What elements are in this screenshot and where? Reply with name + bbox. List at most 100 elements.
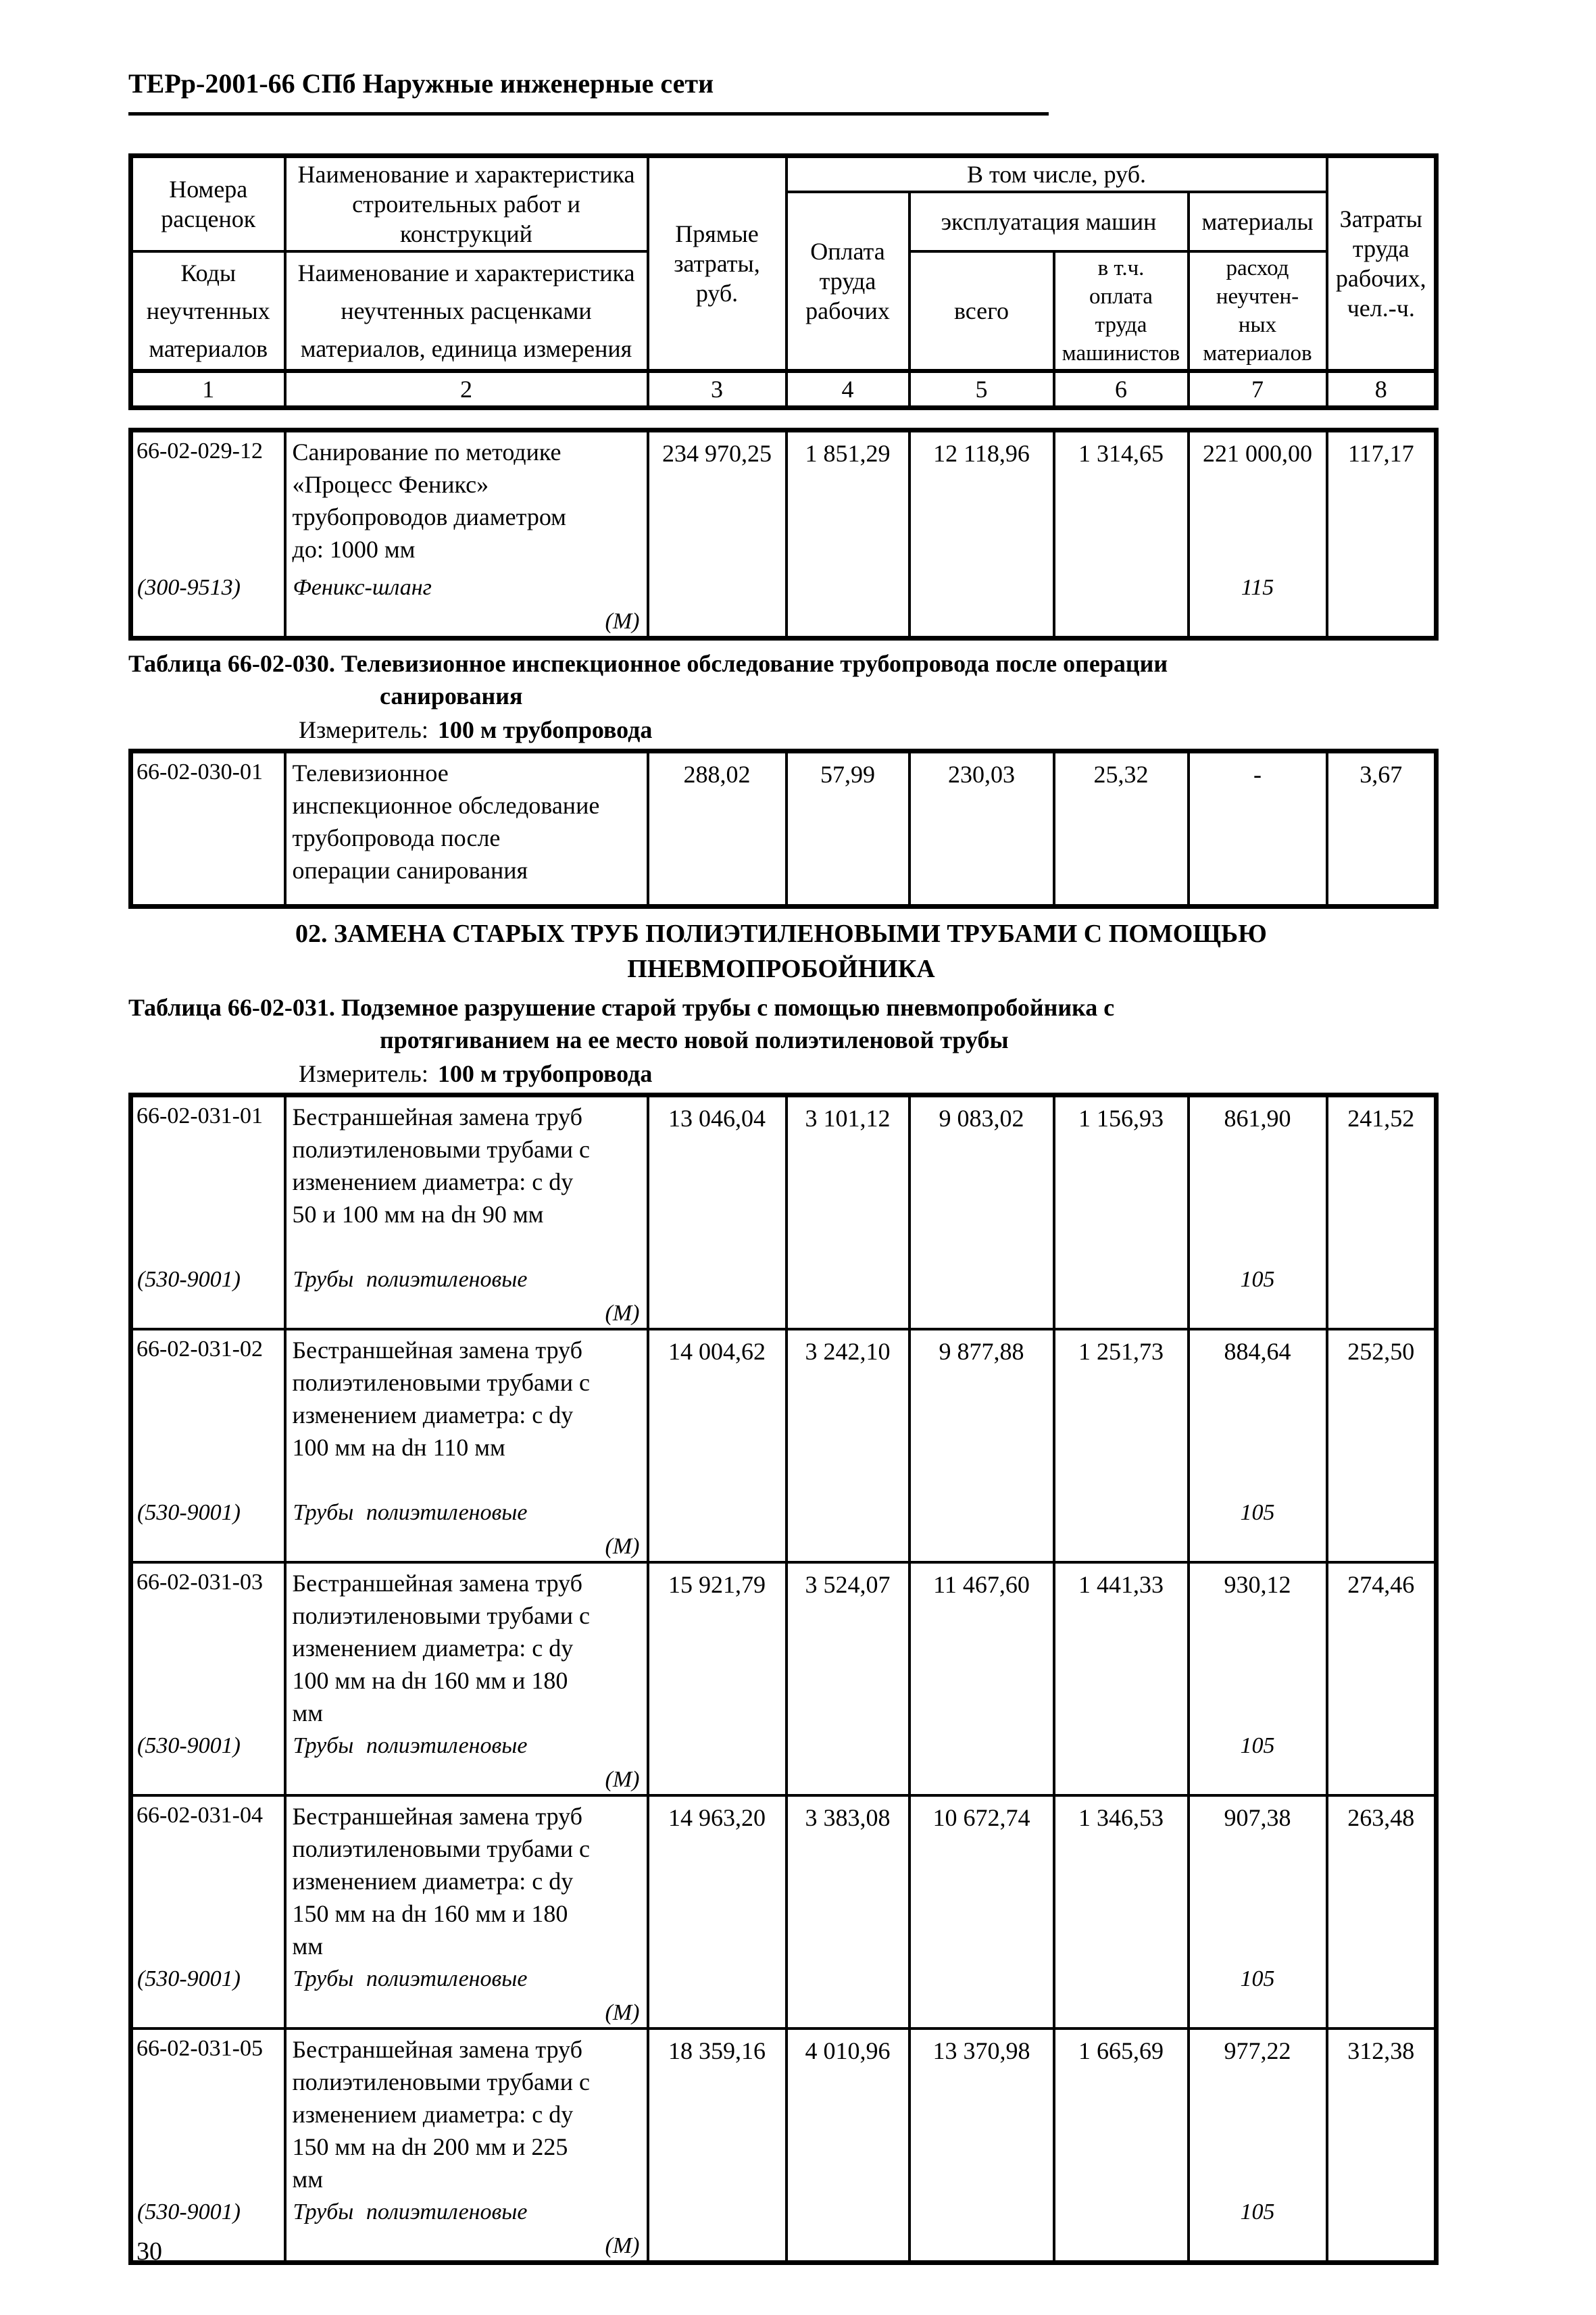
cell-direct-costs: 288,02 bbox=[646, 749, 788, 908]
cell-materials-cost: 977,22 105 bbox=[1187, 2027, 1328, 2264]
material-mark: (М) bbox=[605, 2233, 640, 2258]
column-number: 2 bbox=[283, 369, 649, 409]
cell-labor-hours: 3,67 bbox=[1325, 749, 1438, 908]
page-content: ТЕРр-2001-66 СПб Наружные инженерные сет… bbox=[128, 0, 1439, 2265]
cell-machinists-pay: 1 314,65 bbox=[1052, 428, 1190, 640]
cell-machinists-pay: 1 665,69 bbox=[1052, 2027, 1190, 2264]
section-02-heading-line1: 02. ЗАМЕНА СТАРЫХ ТРУБ ПОЛИЭТИЛЕНОВЫМИ Т… bbox=[295, 920, 1267, 948]
table-031-title-line1: Таблица 66-02-031. Подземное разрушение … bbox=[128, 994, 1115, 1021]
col-header-labor-pay: Оплата труда рабочих bbox=[784, 191, 911, 372]
col-header-including-group: В том числе, руб. bbox=[784, 154, 1328, 193]
cell-machines-total: 12 118,96 bbox=[907, 428, 1055, 640]
table-030-measure: Измеритель: 100 м трубопровода bbox=[299, 714, 1434, 746]
table-030-title-line2: санирования bbox=[380, 682, 523, 710]
table-row: 66-02-031-05 (530-9001) Бестраншейная заме… bbox=[129, 2027, 1438, 2264]
work-name-text: Бестраншейная замена труб полиэтиленовым… bbox=[292, 1570, 590, 1726]
table-031-title-line2: протягиванием на ее место новой полиэтил… bbox=[380, 1026, 1009, 1053]
material-consumption: 105 bbox=[1240, 1966, 1275, 1991]
measure-label: Измеритель: bbox=[299, 1060, 428, 1087]
column-number: 4 bbox=[784, 369, 911, 409]
work-name-text: Бестраншейная замена труб полиэтиленовым… bbox=[292, 1337, 590, 1461]
material-name-text: Трубы полиэтиленовые bbox=[293, 1500, 528, 1525]
cell-rate-code: 66-02-031-04 (530-9001) bbox=[129, 1794, 286, 2030]
table-031-measure: Измеритель: 100 м трубопровода bbox=[299, 1057, 1434, 1090]
col-header-material-description: Наименование и характеристика неучтенных… bbox=[283, 250, 649, 372]
cell-direct-costs: 14 963,20 bbox=[646, 1794, 788, 2030]
col-header-labor-hours: Затраты труда рабочих, чел.-ч. bbox=[1325, 154, 1438, 372]
rate-code: 66-02-031-05 bbox=[136, 2036, 263, 2061]
work-name-text: Бестраншейная замена труб полиэтиленовым… bbox=[292, 2036, 590, 2193]
table-030-title-line1: Таблица 66-02-030. Телевизионное инспекц… bbox=[128, 650, 1168, 677]
work-name-text: Бестраншейная замена труб полиэтиленовым… bbox=[292, 1803, 590, 1960]
cell-labor-hours: 241,52 bbox=[1325, 1093, 1438, 1330]
column-number: 1 bbox=[129, 369, 286, 409]
cell-work-name: Бестраншейная замена труб полиэтиленовым… bbox=[283, 1093, 649, 1330]
cell-direct-costs: 13 046,04 bbox=[646, 1093, 788, 1330]
cell-direct-costs: 18 359,16 bbox=[646, 2027, 788, 2264]
cell-labor-pay: 3 242,10 bbox=[784, 1328, 911, 1564]
rate-code: 66-02-030-01 bbox=[136, 760, 263, 785]
page-number: 30 bbox=[136, 2237, 162, 2266]
material-consumption: 105 bbox=[1240, 1267, 1275, 1292]
material-name-text: Трубы полиэтиленовые bbox=[293, 2199, 528, 2224]
cell-rate-code: 66-02-031-02 (530-9001) bbox=[129, 1328, 286, 1564]
col-header-work-description: Наименование и характеристика строительн… bbox=[283, 154, 649, 253]
cell-labor-pay: 3 383,08 bbox=[784, 1794, 911, 2030]
table-row: 66-02-031-03 (530-9001) Бестраншейная заме… bbox=[129, 1561, 1438, 1797]
rate-code: 66-02-031-02 bbox=[136, 1337, 263, 1362]
col-header-machinists-pay: в т.ч. оплата труда машинистов bbox=[1052, 250, 1190, 372]
cell-rate-code: 66-02-031-03 (530-9001) bbox=[129, 1561, 286, 1797]
material-code: (300-9513) bbox=[137, 575, 241, 600]
col-header-material-codes: Коды неучтенных материалов bbox=[129, 250, 286, 372]
table-row: 66-02-031-02 (530-9001) Бестраншейная заме… bbox=[129, 1328, 1438, 1564]
material-mark: (М) bbox=[605, 2000, 640, 2025]
cell-machinists-pay: 25,32 bbox=[1052, 749, 1190, 908]
material-mark: (М) bbox=[605, 1534, 640, 1559]
cell-labor-hours: 312,38 bbox=[1325, 2027, 1438, 2264]
cell-machinists-pay: 1 346,53 bbox=[1052, 1794, 1190, 2030]
work-name-text: Санирование по методике «Процесс Феникс»… bbox=[292, 439, 566, 563]
material-code: (530-9001) bbox=[137, 1500, 241, 1525]
work-name-text: Телевизионное инспекционное обследование… bbox=[292, 760, 600, 884]
table-66-02-030: 66-02-030-01 Телевизионное инспекционное … bbox=[128, 749, 1439, 909]
column-number: 7 bbox=[1187, 369, 1328, 409]
material-mark: (М) bbox=[605, 1767, 640, 1792]
material-name-text: Трубы полиэтиленовые bbox=[293, 1733, 528, 1758]
rate-code: 66-02-029-12 bbox=[136, 439, 263, 464]
cell-labor-pay: 57,99 bbox=[784, 749, 911, 908]
cell-machinists-pay: 1 441,33 bbox=[1052, 1561, 1190, 1797]
cell-materials-cost: 930,12 105 bbox=[1187, 1561, 1328, 1797]
material-code: (530-9001) bbox=[137, 2199, 241, 2224]
material-name-text: Трубы полиэтиленовые bbox=[293, 1267, 528, 1292]
column-number: 3 bbox=[646, 369, 788, 409]
cell-machinists-pay: 1 251,73 bbox=[1052, 1328, 1190, 1564]
cell-labor-pay: 4 010,96 bbox=[784, 2027, 911, 2264]
cell-labor-hours: 252,50 bbox=[1325, 1328, 1438, 1564]
col-header-machines-group: эксплуатация машин bbox=[907, 191, 1190, 253]
cell-labor-pay: 3 101,12 bbox=[784, 1093, 911, 1330]
column-number: 5 bbox=[907, 369, 1055, 409]
cell-machines-total: 11 467,60 bbox=[907, 1561, 1055, 1797]
col-header-rate-numbers: Номера расценок bbox=[129, 154, 286, 253]
cell-machines-total: 9 877,88 bbox=[907, 1328, 1055, 1564]
cell-materials-cost: 861,90 105 bbox=[1187, 1093, 1328, 1330]
cell-labor-hours: 117,17 bbox=[1325, 428, 1438, 640]
table-row: 66-02-031-04 (530-9001) Бестраншейная заме… bbox=[129, 1794, 1438, 2030]
cell-work-name: Бестраншейная замена труб полиэтиленовым… bbox=[283, 1561, 649, 1797]
material-name-text: Трубы полиэтиленовые bbox=[293, 1966, 528, 1991]
header-row-details: Коды неучтенных материалов Наименование … bbox=[129, 250, 1437, 372]
cell-rate-code: 66-02-030-01 bbox=[129, 749, 286, 908]
cell-materials-cost: - bbox=[1187, 749, 1328, 908]
cell-direct-costs: 15 921,79 bbox=[646, 1561, 788, 1797]
cell-machines-total: 9 083,02 bbox=[907, 1093, 1055, 1330]
section-02-heading-line2: ПНЕВМОПРОБОЙНИКА bbox=[627, 955, 935, 983]
cell-work-name: Бестраншейная замена труб полиэтиленовым… bbox=[283, 1794, 649, 2030]
material-consumption: 115 bbox=[1241, 575, 1274, 600]
header-rule bbox=[128, 112, 1049, 116]
column-number: 8 bbox=[1325, 369, 1438, 409]
material-name-text: Феникс-шланг bbox=[293, 575, 432, 600]
material-code: (530-9001) bbox=[137, 1267, 241, 1292]
material-consumption: 105 bbox=[1240, 1733, 1275, 1758]
table-row: 66-02-029-12 (300-9513) Санирование по мет… bbox=[129, 428, 1438, 640]
